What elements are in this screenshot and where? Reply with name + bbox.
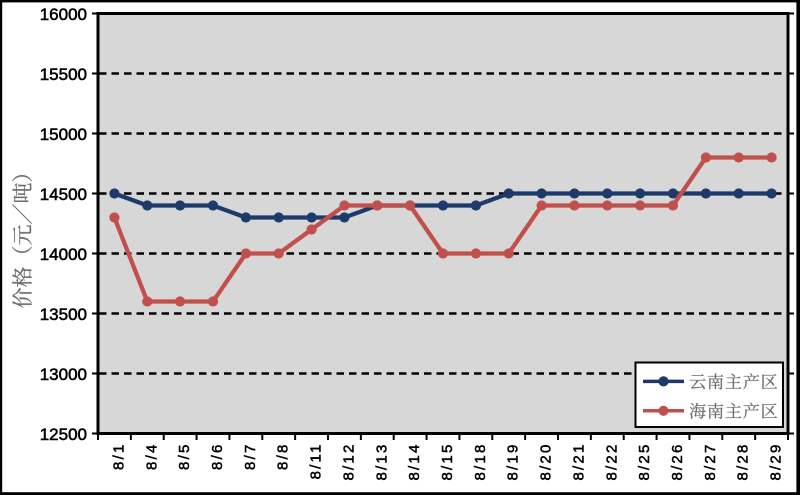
svg-text:8/26: 8/26 (669, 443, 686, 481)
svg-text:8/14: 8/14 (406, 443, 423, 481)
svg-text:8/28: 8/28 (735, 443, 752, 481)
svg-text:8/4: 8/4 (143, 443, 160, 470)
svg-text:13500: 13500 (40, 305, 87, 324)
svg-text:15000: 15000 (40, 125, 87, 144)
svg-text:8/27: 8/27 (702, 443, 719, 481)
svg-text:8/7: 8/7 (242, 443, 259, 470)
svg-text:8/13: 8/13 (373, 443, 390, 481)
svg-text:8/21: 8/21 (570, 443, 587, 481)
svg-text:15500: 15500 (40, 65, 87, 84)
svg-text:8/29: 8/29 (768, 443, 785, 481)
svg-text:8/12: 8/12 (340, 443, 357, 481)
svg-text:8/11: 8/11 (308, 443, 325, 480)
svg-text:8/5: 8/5 (176, 443, 193, 470)
svg-text:8/20: 8/20 (538, 443, 555, 481)
svg-text:8/8: 8/8 (275, 443, 292, 470)
svg-text:8/1: 8/1 (110, 443, 127, 470)
svg-text:8/25: 8/25 (636, 443, 653, 481)
svg-text:12500: 12500 (40, 425, 87, 444)
svg-text:8/22: 8/22 (603, 443, 620, 481)
svg-text:8/18: 8/18 (472, 443, 489, 481)
svg-text:8/19: 8/19 (505, 443, 522, 481)
svg-text:14500: 14500 (40, 185, 87, 204)
svg-text:8/6: 8/6 (209, 443, 226, 470)
svg-text:8/15: 8/15 (439, 443, 456, 481)
svg-text:13000: 13000 (40, 365, 87, 384)
svg-text:16000: 16000 (40, 5, 87, 24)
svg-text:14000: 14000 (40, 245, 87, 264)
